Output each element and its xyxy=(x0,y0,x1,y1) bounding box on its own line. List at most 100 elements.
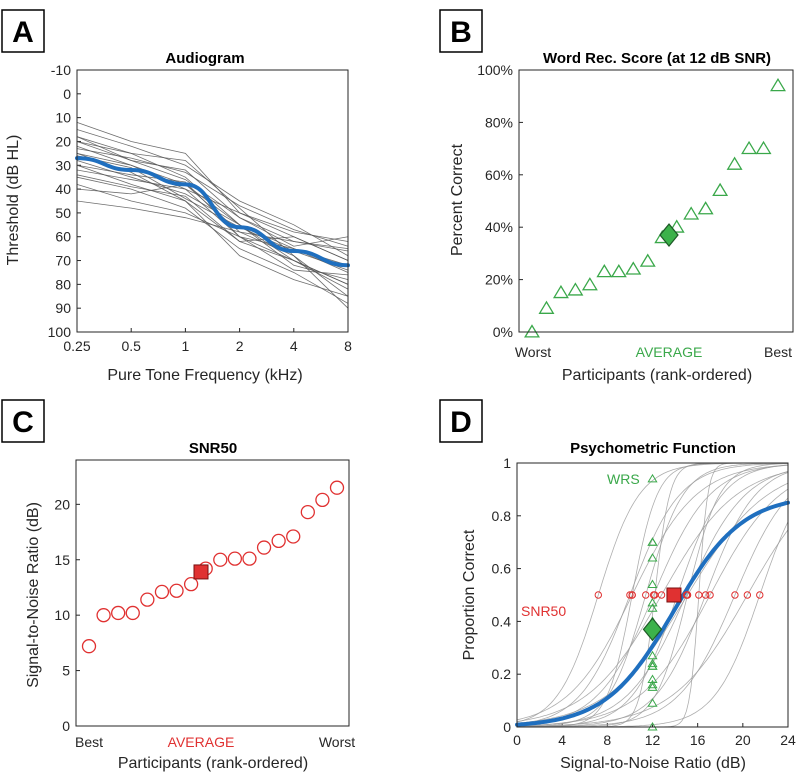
panel-b-ytick-label: 100% xyxy=(477,62,513,78)
panel-a-participant-line xyxy=(76,164,349,276)
panel-a-ytick-label: 90 xyxy=(55,300,71,316)
panel-d-average-curve xyxy=(515,500,790,727)
panel-c-participant-point xyxy=(300,504,315,520)
panel-a-plot-frame xyxy=(76,69,349,333)
panel-c-participant-point xyxy=(256,540,272,555)
panel-d-participant-curve xyxy=(516,463,788,725)
panel-a-ytick-label: 40 xyxy=(55,181,71,197)
panel-c-participant-point xyxy=(329,480,345,495)
panel-d-ytick-label: 0.8 xyxy=(492,508,512,524)
panel-b-participant-point xyxy=(668,219,685,233)
panel-b-participant-point xyxy=(524,324,540,338)
panel-d-snr50-label: SNR50 xyxy=(521,603,566,619)
panel-c-ytick-label: 20 xyxy=(54,496,70,512)
panel-c-participant-point xyxy=(315,492,330,508)
panel-c-participant-point xyxy=(242,551,257,566)
panel-a-xtick-label: 0.25 xyxy=(63,338,90,354)
panel-a-title: Audiogram xyxy=(165,50,244,67)
panel-d-snr50-point xyxy=(626,591,634,599)
panel-c-snr50: C SNR50 Participants (rank-ordered) Sign… xyxy=(1,399,355,772)
panel-d-snr50-point xyxy=(701,591,710,599)
panel-d-letter-box xyxy=(439,399,483,443)
panel-c-participant-point xyxy=(213,552,228,567)
panel-b-participant-point xyxy=(538,300,555,314)
panel-a-ytick-label: 60 xyxy=(55,229,71,245)
panel-b-ytick-label: 40% xyxy=(485,219,513,235)
panel-d-wrs-point xyxy=(647,698,658,707)
panel-c-participant-point xyxy=(169,583,184,598)
panel-b-participant-point xyxy=(625,261,642,275)
panel-b-participant-point xyxy=(683,206,700,220)
panel-c-participant-point xyxy=(96,608,111,623)
panel-c-participant-point xyxy=(227,551,243,566)
panel-a-participant-line xyxy=(76,129,349,257)
panel-d-xtick-label: 8 xyxy=(603,732,611,748)
panel-a-participant-line xyxy=(76,122,349,261)
panel-c-ytick-label: 10 xyxy=(54,607,70,623)
panel-b-participant-point xyxy=(755,140,772,155)
panel-a-participant-line xyxy=(76,155,349,271)
panel-b-participant-point xyxy=(712,182,729,197)
panel-d-xtick-label: 0 xyxy=(513,732,521,748)
panel-c-participant-point xyxy=(154,584,170,600)
panel-d-xtick-label: 12 xyxy=(645,732,661,748)
panel-c-xtick-average: AVERAGE xyxy=(168,734,235,750)
panel-b-participant-point xyxy=(567,282,584,296)
panel-b-xtick-worst: Worst xyxy=(515,344,551,360)
panel-d-xtick-label: 20 xyxy=(735,732,751,748)
panel-d-wrs-point xyxy=(647,650,658,660)
panel-d-xtick-label: 16 xyxy=(690,732,706,748)
panel-d-snr50-point xyxy=(628,591,636,599)
panel-a-average-line xyxy=(75,156,350,268)
panel-d-letter: D xyxy=(450,406,472,439)
panel-d-wrs-point xyxy=(647,603,658,612)
panel-a-xtick-label: 1 xyxy=(182,338,190,354)
panel-a-ytick-label: 70 xyxy=(55,253,71,269)
panel-d-snr50-average xyxy=(666,587,682,603)
panel-d-xtick-label: 24 xyxy=(780,732,796,748)
panel-d-xtick-label: 4 xyxy=(558,732,566,748)
panel-d-ylabel: Proportion Correct xyxy=(461,529,478,660)
panel-b-xtick-best: Best xyxy=(764,344,792,360)
panel-b-ylabel: Percent Correct xyxy=(449,143,466,256)
panel-d-participant-curve xyxy=(517,529,789,727)
panel-b-participant-point xyxy=(639,253,656,267)
panel-d-wrs-point xyxy=(647,579,658,588)
panel-c-xtick-worst: Worst xyxy=(319,734,355,750)
panel-d-title: Psychometric Function xyxy=(570,440,736,457)
panel-d-snr50-point xyxy=(706,591,714,599)
panel-b-participant-point xyxy=(581,277,598,291)
panel-b-letter-box xyxy=(439,9,483,53)
panel-d-ytick-label: 0.2 xyxy=(492,666,512,682)
panel-a-participant-line xyxy=(76,148,349,247)
panel-d-snr50-point xyxy=(756,591,764,599)
panel-d-wrs-label: WRS xyxy=(607,471,640,487)
panel-c-letter-box xyxy=(1,399,45,443)
panel-a-participant-line xyxy=(76,160,349,280)
panel-d-snr50-point xyxy=(657,591,666,599)
panel-d-participant-curve xyxy=(517,462,789,728)
panel-c-xlabel: Participants (rank-ordered) xyxy=(118,755,308,772)
panel-a-xtick-label: 2 xyxy=(236,338,244,354)
panel-a-participant-line xyxy=(76,136,349,285)
panel-d-ytick-label: 0.6 xyxy=(492,561,512,577)
panel-a-audiogram: A Audiogram Pure Tone Frequency (kHz) Th… xyxy=(1,9,352,384)
panel-d-wrs-point xyxy=(647,679,658,689)
panel-c-xtick-best: Best xyxy=(75,734,103,750)
panel-d-snr50-point xyxy=(594,591,602,599)
panel-c-participant-point xyxy=(271,533,286,549)
panel-c-participant-point xyxy=(81,639,97,654)
panel-a-letter-box xyxy=(1,9,45,53)
panel-c-participant-point xyxy=(286,529,301,544)
panel-b-ytick-label: 80% xyxy=(485,114,513,130)
panel-a-participant-line xyxy=(76,169,349,242)
panel-a-xtick-label: 0.5 xyxy=(121,338,141,354)
panel-a-participant-line xyxy=(76,164,349,261)
panel-a-ylabel: Threshold (dB HL) xyxy=(5,135,22,266)
panel-d-ytick-label: 1 xyxy=(503,455,511,471)
panel-b-ytick-label: 0% xyxy=(493,324,513,340)
panel-b-xtick-average: AVERAGE xyxy=(636,344,703,360)
panel-b-participant-point xyxy=(610,263,627,278)
panel-a-xlabel: Pure Tone Frequency (kHz) xyxy=(107,367,302,384)
panel-d-psychometric: D Psychometric Function Signal-to-Noise … xyxy=(439,399,796,772)
